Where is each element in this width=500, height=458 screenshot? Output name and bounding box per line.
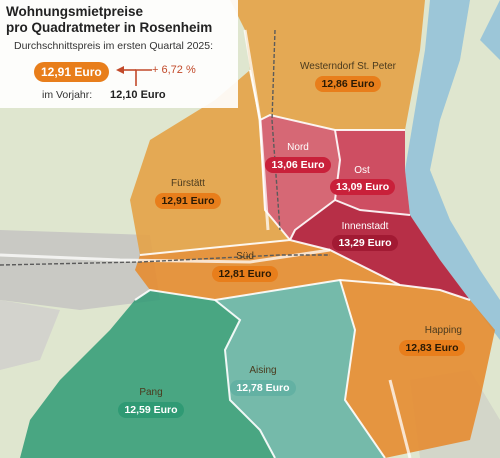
river-inn: [405, 0, 500, 340]
district-label-ost[interactable]: Ost 13,09 Euro: [330, 165, 396, 195]
change-arrow-icon: [116, 66, 152, 86]
price-badge: 12,91 Euro: [155, 193, 221, 209]
price-badge: 12,81 Euro: [212, 266, 278, 282]
district-name: Fürstätt: [171, 178, 205, 189]
district-label-fuerstaett[interactable]: Fürstätt 12,91 Euro: [154, 179, 222, 209]
district-area-nord[interactable]: [260, 115, 340, 240]
district-label-sued[interactable]: Süd 12,81 Euro: [212, 252, 278, 282]
average-price-badge: 12,91 Euro: [34, 62, 109, 82]
district-name: Innenstadt: [341, 221, 389, 232]
district-name: Aising: [249, 365, 277, 376]
district-name: Ost: [354, 165, 370, 176]
map-title: Wohnungsmietpreise: [6, 4, 144, 19]
district-label-pang[interactable]: Pang 12,59 Euro: [116, 388, 186, 418]
price-badge: 13,09 Euro: [330, 179, 396, 195]
price-badge: 13,06 Euro: [265, 157, 331, 173]
district-label-westerndorf[interactable]: Westerndorf St. Peter 12,86 Euro: [290, 62, 406, 92]
district-area-aising[interactable]: [215, 280, 385, 458]
district-area-pang[interactable]: [20, 290, 275, 458]
price-badge: 13,29 Euro: [332, 235, 398, 251]
district-name: Pang: [139, 387, 163, 398]
district-area-happing[interactable]: [340, 280, 495, 458]
price-change: + 6,72 %: [152, 64, 196, 76]
district-area-fuerstaett[interactable]: [130, 70, 290, 255]
district-label-aising[interactable]: Aising 12,78 Euro: [226, 366, 300, 396]
district-label-nord[interactable]: Nord 13,06 Euro: [263, 143, 333, 173]
price-badge: 12,59 Euro: [118, 402, 184, 418]
previous-year-label: im Vorjahr:: [42, 89, 93, 101]
price-badge: 12,86 Euro: [315, 76, 381, 92]
district-label-happing[interactable]: Happing 12,83 Euro: [396, 326, 468, 356]
legend-subtitle: Durchschnittspreis im ersten Quartal 202…: [14, 40, 214, 52]
district-name: Nord: [287, 142, 309, 153]
district-area-westerndorf[interactable]: [230, 0, 425, 130]
price-badge: 12,78 Euro: [230, 380, 296, 396]
previous-year-value: 12,10 Euro: [110, 89, 166, 101]
map-title-line2: pro Quadratmeter in Rosenheim: [6, 20, 213, 35]
legend-box: Wohnungsmietpreise pro Quadratmeter in R…: [0, 0, 238, 108]
district-name: Süd: [236, 251, 254, 262]
district-label-innenstadt[interactable]: Innenstadt 13,29 Euro: [330, 222, 400, 251]
district-name: Happing: [424, 325, 462, 336]
price-badge: 12,83 Euro: [399, 340, 465, 356]
district-name: Westerndorf St. Peter: [300, 61, 396, 72]
